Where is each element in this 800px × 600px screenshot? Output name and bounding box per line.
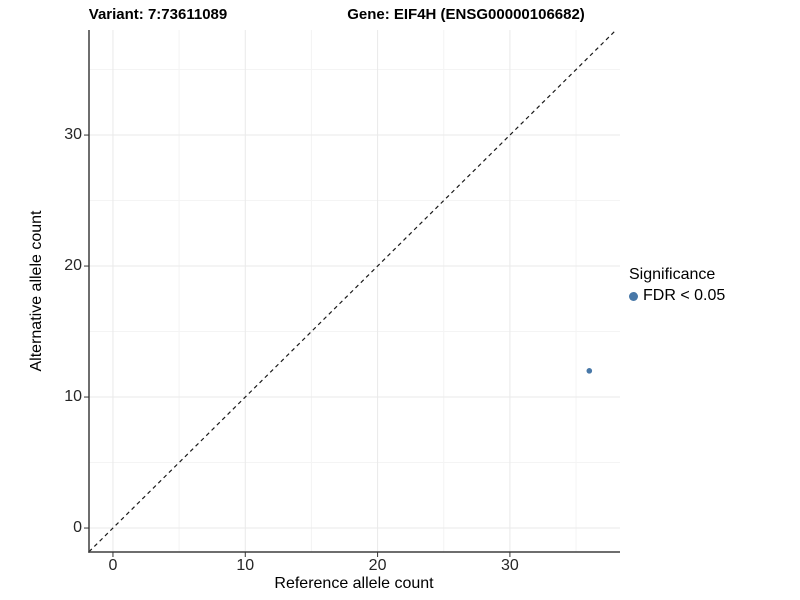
x-axis-title: Reference allele count [274, 575, 434, 592]
plot-title-gene: Gene: EIF4H (ENSG00000106682) [347, 6, 585, 23]
plot-title-variant: Variant: 7:73611089 [88, 6, 228, 23]
x-tick-label: 0 [108, 557, 118, 574]
data-point [586, 368, 593, 374]
legend-item-label: FDR < 0.05 [643, 287, 726, 304]
y-tick-label: 10 [64, 388, 82, 406]
y-tick-label: 0 [73, 519, 82, 537]
x-tick-label: 30 [501, 557, 519, 574]
legend: Significance FDR < 0.05 [629, 265, 725, 305]
identity-line [88, 29, 617, 553]
x-tick-label: 20 [368, 557, 387, 574]
y-tick-label: 20 [64, 257, 82, 275]
legend-title: Significance [629, 266, 716, 283]
x-tick-label: 10 [236, 557, 255, 574]
legend-point-icon [629, 291, 638, 301]
y-axis-title: Alternative allele count [28, 210, 45, 372]
legend-item: FDR < 0.05 [629, 287, 725, 305]
y-tick-label: 30 [64, 126, 82, 144]
legend-items: FDR < 0.05 [629, 287, 725, 305]
